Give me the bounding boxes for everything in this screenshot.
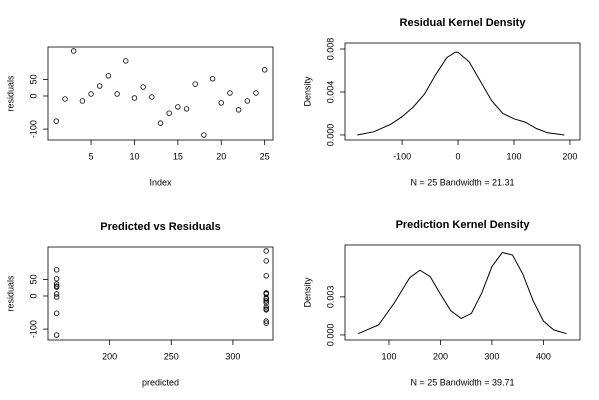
y-axis-label: Density — [302, 76, 312, 107]
point — [53, 291, 60, 297]
point — [53, 294, 60, 300]
point — [131, 95, 138, 101]
x-tick-label: 15 — [173, 151, 183, 161]
y-axis-label: residuals — [5, 75, 15, 112]
y-tick-label: -100 — [28, 320, 38, 338]
y-axis-label: Density — [302, 277, 312, 308]
x-tick-label: 300 — [484, 351, 499, 361]
chart-title: Predicted vs Residuals — [100, 221, 220, 233]
x-tick-label: -100 — [393, 151, 411, 161]
point — [149, 94, 155, 100]
point — [263, 300, 269, 306]
point — [140, 84, 146, 90]
density-line — [357, 251, 567, 335]
point — [263, 320, 269, 326]
y-tick-label: 0 — [28, 293, 38, 298]
x-tick-label: 100 — [506, 151, 521, 161]
point — [114, 91, 120, 97]
y-axis-label: residuals — [5, 275, 15, 312]
x-tick-label: 0 — [456, 151, 461, 161]
point — [62, 96, 68, 102]
x-axis-label: N = 25 Bandwidth = 21.31 — [410, 177, 514, 187]
x-tick-label: 250 — [164, 351, 179, 361]
plot-box — [47, 246, 274, 341]
point — [157, 120, 164, 126]
point — [261, 67, 268, 73]
point — [209, 76, 216, 82]
point — [192, 81, 198, 87]
x-tick-label: 20 — [216, 151, 226, 161]
x-axis-label: N = 25 Bandwidth = 39.71 — [410, 377, 514, 387]
y-tick-label: 0.008 — [325, 38, 335, 61]
y-tick-label: 0.000 — [325, 324, 335, 347]
point — [53, 118, 60, 124]
y-tick-label: 0.003 — [325, 286, 335, 309]
point — [244, 98, 251, 104]
x-tick-label: 5 — [89, 151, 94, 161]
point — [175, 104, 181, 110]
plot-box — [344, 42, 581, 141]
point — [263, 290, 269, 296]
point — [53, 310, 60, 316]
x-tick-label: 300 — [225, 351, 240, 361]
point — [263, 304, 269, 310]
point — [166, 110, 172, 116]
point — [183, 106, 190, 112]
x-tick-label: 400 — [536, 351, 551, 361]
density-line — [357, 51, 565, 136]
x-tick-label: 10 — [129, 151, 139, 161]
y-tick-label: -100 — [28, 120, 38, 138]
chart-title: Residual Kernel Density — [400, 17, 527, 29]
point — [123, 58, 129, 64]
x-tick-label: 25 — [260, 151, 270, 161]
point — [263, 258, 269, 264]
y-tick-label: 50 — [28, 274, 38, 284]
x-tick-label: 200 — [102, 351, 117, 361]
y-tick-label: 0 — [28, 93, 38, 98]
chart-title: Prediction Kernel Density — [396, 219, 531, 231]
y-tick-label: 0.004 — [325, 81, 335, 104]
point — [201, 132, 207, 138]
point — [263, 298, 269, 304]
point — [263, 318, 269, 324]
point — [53, 281, 60, 287]
point — [253, 90, 259, 96]
point — [263, 248, 269, 254]
plot-box — [344, 244, 581, 341]
y-tick-label: 0.000 — [325, 124, 335, 147]
x-axis-label: Index — [149, 177, 172, 187]
point — [227, 90, 233, 96]
point — [263, 307, 269, 313]
plot-box — [47, 46, 274, 141]
x-tick-label: 100 — [381, 351, 396, 361]
point — [218, 100, 224, 106]
point — [53, 284, 60, 290]
point — [88, 91, 94, 97]
point — [105, 73, 112, 79]
point — [97, 83, 103, 89]
point — [235, 107, 242, 113]
y-tick-label: 50 — [28, 74, 38, 84]
point — [79, 98, 86, 104]
point — [53, 332, 60, 338]
point — [53, 267, 60, 273]
x-axis-label: predicted — [142, 377, 179, 387]
point — [53, 276, 60, 282]
point — [263, 273, 269, 279]
point — [70, 48, 77, 54]
x-tick-label: 200 — [433, 351, 448, 361]
x-tick-label: 200 — [562, 151, 577, 161]
